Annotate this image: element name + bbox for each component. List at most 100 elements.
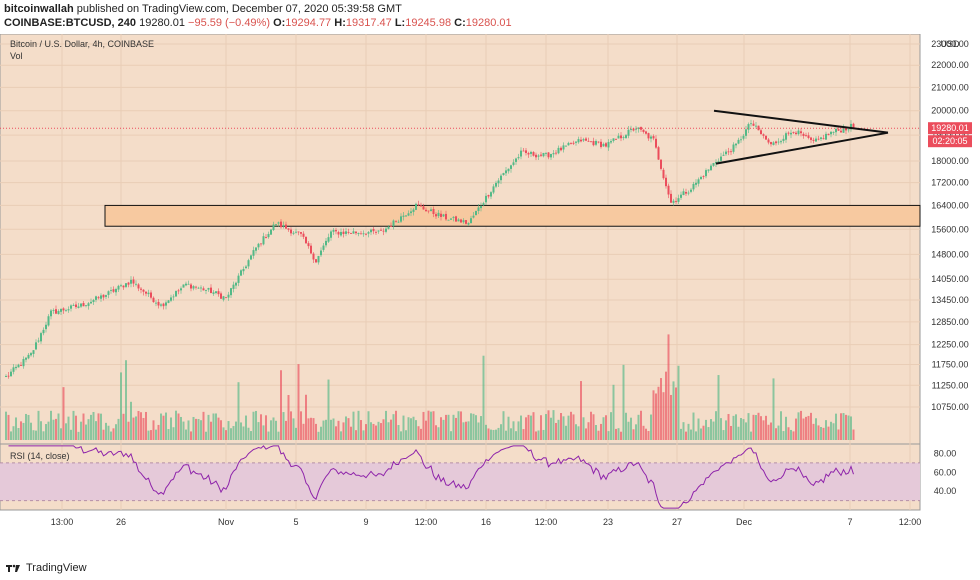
volume-bar	[275, 420, 277, 440]
volume-bar	[47, 421, 50, 440]
volume-bar	[97, 413, 100, 440]
volume-bar	[690, 429, 692, 440]
volume-bar	[685, 431, 687, 440]
candle-body	[290, 229, 292, 234]
candle-body	[765, 135, 767, 140]
volume-bar	[280, 370, 282, 440]
volume-bar	[287, 395, 290, 440]
candle-body	[595, 140, 597, 145]
candle-body	[287, 228, 290, 230]
candle-body	[737, 139, 740, 144]
triangle-lower-trendline[interactable]	[715, 131, 889, 165]
candle-body	[560, 147, 562, 151]
candle-body	[712, 163, 715, 166]
volume-bar	[427, 410, 430, 440]
volume-bar	[437, 427, 440, 440]
volume-bar	[592, 414, 595, 440]
volume-bar	[397, 425, 400, 440]
volume-bar	[85, 424, 87, 440]
candle-body	[757, 125, 760, 131]
volume-bar	[457, 411, 460, 440]
volume-bar	[290, 411, 292, 440]
candle-body	[402, 215, 405, 217]
candle-body	[622, 137, 625, 139]
candle-body	[85, 305, 87, 307]
volume-bar	[70, 429, 72, 440]
price-axis[interactable]	[920, 34, 980, 510]
candle-body	[7, 375, 10, 377]
candle-body	[815, 138, 817, 142]
price-tick-label: 12850.00	[931, 317, 969, 327]
candle-body	[745, 129, 747, 136]
volume-bar	[365, 424, 367, 440]
price-tick-label: 21000.00	[931, 82, 969, 92]
price-tick-label: 14800.00	[931, 249, 969, 259]
volume-bar	[745, 422, 747, 440]
volume-bar	[602, 417, 605, 440]
volume-bar	[22, 422, 25, 440]
candle-body	[812, 139, 815, 141]
candle-body	[87, 303, 90, 306]
candle-body	[570, 143, 572, 144]
candle-body	[700, 176, 702, 180]
candle-body	[17, 364, 20, 368]
candle-body	[490, 192, 492, 197]
candle-body	[202, 288, 205, 291]
volume-bar	[445, 414, 447, 440]
chart-canvas[interactable]: 10750.00 11250.00 11750.00 12250.00 12850.00…	[0, 34, 980, 560]
volume-bar	[35, 430, 37, 440]
volume-bar	[200, 420, 202, 440]
candle-body	[355, 231, 357, 234]
candle-body	[565, 145, 567, 147]
volume-bar	[615, 428, 617, 440]
volume-bar	[150, 430, 152, 440]
candle-body	[135, 283, 137, 285]
volume-bar	[185, 429, 187, 440]
volume-bar	[355, 430, 357, 440]
candle-body	[335, 230, 337, 232]
candle-body	[237, 275, 240, 283]
volume-bar	[765, 415, 767, 440]
time-axis[interactable]	[0, 510, 980, 560]
volume-bar	[642, 425, 645, 440]
volume-bar	[700, 428, 702, 440]
volume-bar	[532, 412, 535, 440]
volume-bar	[312, 418, 315, 440]
volume-bar	[647, 431, 650, 440]
volume-bar	[327, 379, 330, 440]
volume-bar	[485, 424, 487, 440]
volume-bar	[742, 419, 745, 440]
candle-body	[705, 170, 707, 177]
candle-body	[320, 250, 322, 256]
candle-body	[117, 285, 120, 290]
candle-body	[842, 127, 845, 133]
brand-name[interactable]: TradingView	[26, 562, 87, 574]
candle-body	[460, 219, 462, 223]
volume-bar	[140, 412, 142, 440]
volume-bar	[632, 429, 635, 440]
time-tick-label: 26	[116, 517, 126, 527]
volume-bar	[305, 394, 307, 440]
candle-body	[227, 294, 230, 298]
support-zone[interactable]	[104, 204, 921, 227]
volume-bar	[617, 428, 620, 440]
time-tick-label: 7	[847, 517, 852, 527]
volume-bar	[662, 392, 665, 440]
candle-body	[582, 139, 585, 141]
candle-body	[267, 233, 270, 238]
volume-bar	[412, 416, 415, 440]
candle-body	[552, 153, 555, 155]
triangle-upper-trendline[interactable]	[713, 109, 889, 134]
volume-bar	[837, 429, 840, 440]
volume-bar	[20, 421, 22, 440]
volume-bar	[347, 418, 350, 440]
candle-body	[627, 129, 630, 136]
volume-bar	[715, 411, 717, 440]
volume-bar	[402, 415, 405, 440]
volume-bar	[702, 425, 705, 440]
volume-bar	[352, 411, 355, 440]
publisher[interactable]: bitcoinwallah	[4, 3, 74, 15]
candle-body	[315, 259, 317, 263]
candle-body	[405, 215, 407, 217]
volume-bar	[417, 426, 420, 440]
